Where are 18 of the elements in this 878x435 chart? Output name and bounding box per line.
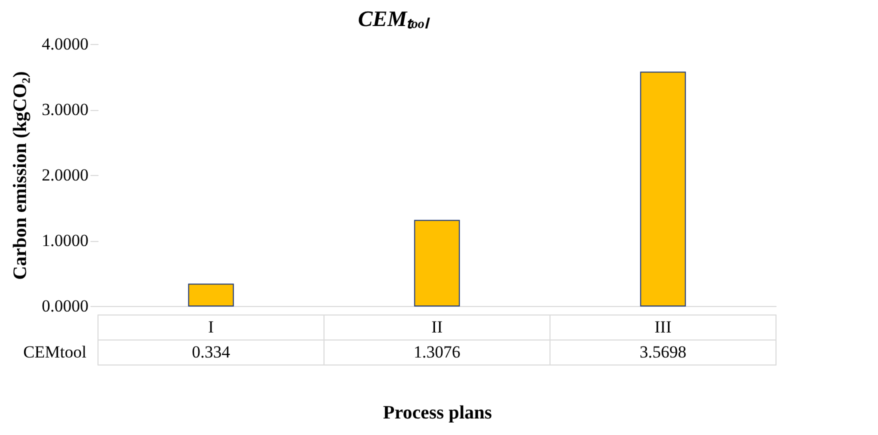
y-tick-label: 0.0000: [42, 296, 88, 316]
y-tick-label: 4.0000: [42, 34, 88, 54]
y-tick-label: 2.0000: [42, 166, 88, 184]
x-axis-title: Process plans: [383, 402, 492, 424]
bar: [414, 220, 460, 306]
data-label: 3.5698: [640, 342, 686, 362]
y-axis-title: Carbon emission (kgCO₂): [10, 71, 31, 280]
y-tick-label: 3.0000: [42, 100, 88, 119]
data-label: 0.334: [192, 342, 231, 362]
x-tick-label: I: [208, 318, 214, 336]
text: CEMtool: [23, 342, 87, 362]
data-label: 1.3076: [414, 342, 460, 362]
bar: [640, 72, 686, 306]
x-tick-label: III: [654, 318, 672, 336]
chart-title: CEMₜₒₒₗ: [358, 6, 430, 31]
bar: [188, 284, 234, 306]
x-tick-label: II: [431, 318, 443, 336]
y-tick-label: 1.0000: [42, 231, 88, 250]
